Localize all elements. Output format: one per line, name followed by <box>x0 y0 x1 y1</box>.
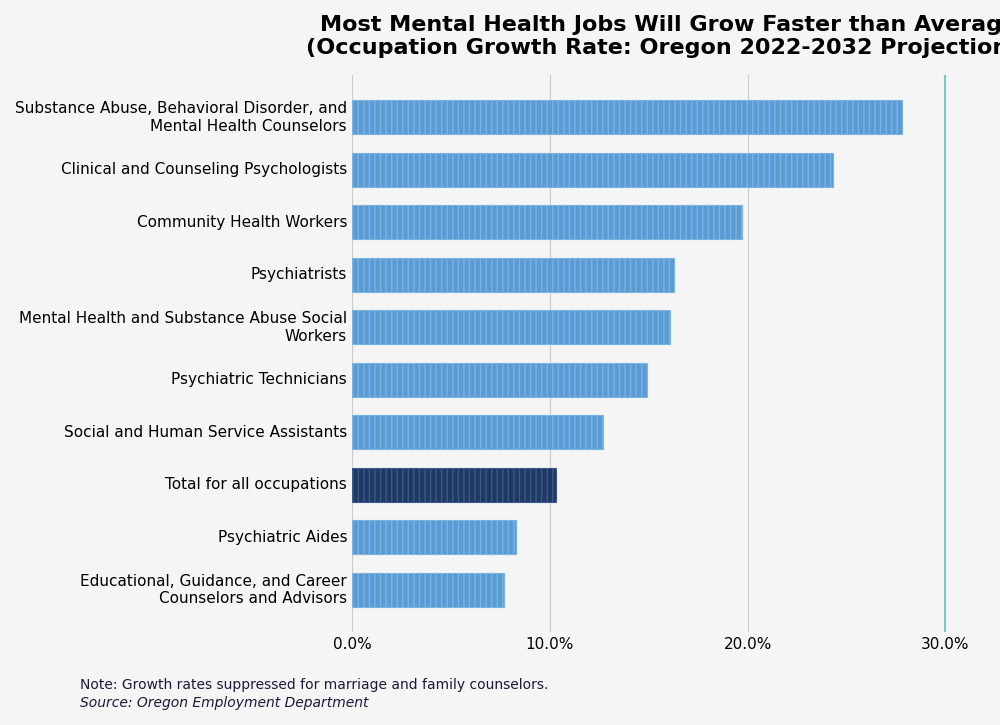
Bar <box>352 521 516 555</box>
Bar <box>352 362 647 397</box>
Bar <box>352 468 556 502</box>
Bar <box>352 153 833 187</box>
Text: Source: Oregon Employment Department: Source: Oregon Employment Department <box>80 696 368 710</box>
Bar <box>352 573 504 607</box>
Bar <box>352 521 516 555</box>
Title: Most Mental Health Jobs Will Grow Faster than Average
(Occupation Growth Rate: O: Most Mental Health Jobs Will Grow Faster… <box>306 15 1000 58</box>
Bar <box>352 258 674 292</box>
Bar <box>352 100 902 134</box>
Bar <box>352 310 670 344</box>
Bar <box>352 415 603 450</box>
Text: Note: Growth rates suppressed for marriage and family counselors.: Note: Growth rates suppressed for marria… <box>80 678 548 692</box>
Bar <box>352 258 674 292</box>
Bar <box>352 310 670 344</box>
Bar <box>352 153 833 187</box>
Bar <box>352 205 742 239</box>
Bar <box>352 468 556 502</box>
Bar <box>352 362 647 397</box>
Bar <box>352 100 902 134</box>
Bar <box>352 415 603 450</box>
Bar <box>352 573 504 607</box>
Bar <box>352 205 742 239</box>
